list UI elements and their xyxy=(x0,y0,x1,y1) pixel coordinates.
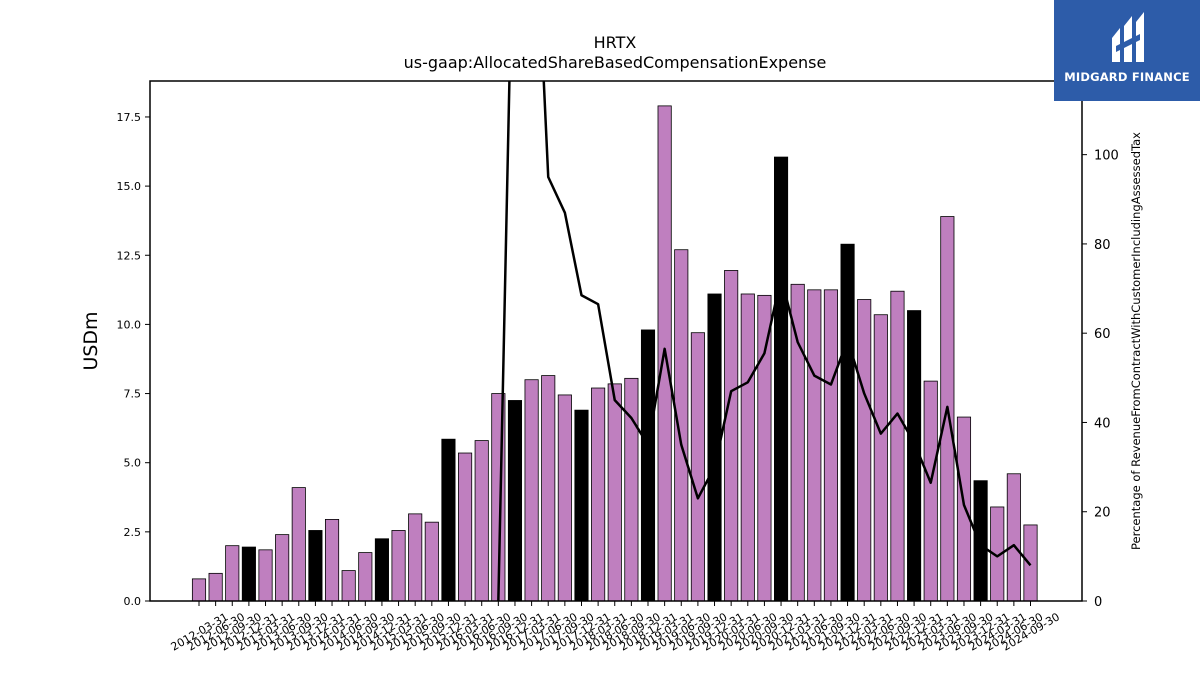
y-axis-label: USDm xyxy=(80,311,102,370)
y-tick-label: 12.5 xyxy=(117,249,142,262)
bar xyxy=(1023,524,1038,602)
y2-axis-label: Percentage of RevenueFromContractWithCus… xyxy=(1129,132,1143,550)
brand-name: MIDGARD FINANCE xyxy=(1064,70,1190,84)
y-tick-label: 5.0 xyxy=(124,457,142,470)
bar xyxy=(591,387,606,602)
bar xyxy=(757,294,772,602)
bar xyxy=(790,283,805,602)
series-line xyxy=(497,81,1032,601)
bar xyxy=(324,519,340,602)
bar xyxy=(291,487,306,602)
axes: 0.0 2.5 5.0 7.5 10.0 12.5 15.0 17.5 0 20 40 60 80 100… xyxy=(117,80,1119,654)
y2-tick-label: 80 xyxy=(1094,238,1111,253)
bar xyxy=(823,289,838,602)
bar xyxy=(275,534,290,602)
bar xyxy=(524,379,539,602)
bar xyxy=(191,578,207,602)
bar xyxy=(474,440,489,602)
bar xyxy=(391,530,406,602)
bar xyxy=(674,249,689,602)
y-tick-label: 10.0 xyxy=(117,318,142,331)
chart-subtitle: us-gaap:AllocatedShareBasedCompensationE… xyxy=(404,53,827,72)
bar xyxy=(774,156,789,602)
bar xyxy=(225,545,240,602)
bar xyxy=(740,293,755,602)
bar xyxy=(458,452,473,602)
bar xyxy=(857,299,872,602)
y-tick-label: 0.0 xyxy=(124,595,142,608)
bar xyxy=(574,409,589,602)
bar xyxy=(923,380,938,602)
bar xyxy=(308,530,323,602)
bar xyxy=(541,375,556,602)
bar xyxy=(640,329,656,602)
bar xyxy=(557,394,572,602)
bar xyxy=(956,416,972,602)
bar xyxy=(607,383,622,602)
y2-tick-label: 40 xyxy=(1094,416,1111,431)
bar xyxy=(424,521,439,602)
bar xyxy=(690,332,705,602)
y2-tick-label: 20 xyxy=(1094,506,1111,521)
y-tick-label: 15.0 xyxy=(117,180,142,193)
bar xyxy=(807,289,822,602)
y2-tick-label: 60 xyxy=(1094,327,1111,342)
y2-tick-label: 0 xyxy=(1094,595,1102,610)
bars xyxy=(191,105,1038,602)
bar xyxy=(973,480,988,602)
bar xyxy=(840,243,855,602)
bar xyxy=(1006,473,1021,602)
chart-title: HRTX xyxy=(594,33,637,52)
bar xyxy=(358,552,373,602)
plot-frame xyxy=(149,80,1083,602)
bar xyxy=(241,546,256,602)
midgard-logo-icon xyxy=(1112,12,1144,62)
bar xyxy=(408,513,423,602)
bar xyxy=(374,538,389,602)
bar xyxy=(341,570,356,602)
bar xyxy=(258,549,273,602)
revenue-percentage-line xyxy=(497,81,1032,601)
y-tick-label: 2.5 xyxy=(124,526,142,539)
bar xyxy=(507,400,523,602)
bar xyxy=(724,270,739,602)
y-tick-label: 17.5 xyxy=(117,111,142,124)
bar xyxy=(441,438,456,602)
brand-logo: MIDGARD FINANCE xyxy=(1054,0,1200,101)
y2-tick-label: 100 xyxy=(1094,149,1119,164)
y-tick-label: 7.5 xyxy=(124,388,142,401)
bar xyxy=(873,314,888,602)
bar xyxy=(208,572,223,602)
bar xyxy=(890,290,905,602)
